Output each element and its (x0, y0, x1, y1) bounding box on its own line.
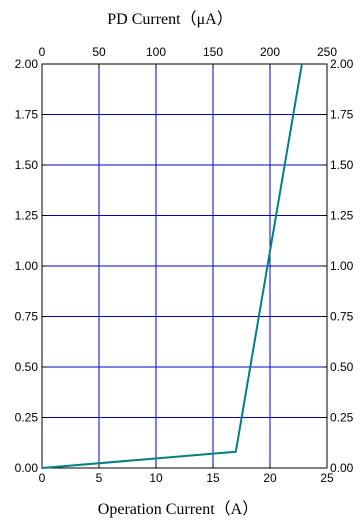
left-tick-label: 1.00 (15, 259, 39, 273)
right-tick-label: 0.50 (330, 360, 354, 374)
gridlines (42, 64, 327, 468)
top-tick-label: 50 (92, 45, 106, 59)
bottom-tick-label: 10 (149, 471, 163, 485)
bottom-axis-title: Operation Current（A） (98, 500, 258, 518)
top-axis-title: PD Current（μA） (107, 10, 232, 28)
left-tick-label: 0.50 (15, 360, 39, 374)
top-tick-label: 0 (39, 45, 46, 59)
plot-frame (41, 63, 328, 469)
right-tick-label: 1.00 (330, 259, 354, 273)
left-tick-label: 1.25 (15, 209, 39, 223)
bottom-tick-label: 25 (320, 471, 334, 485)
right-tick-label: 0.00 (330, 461, 354, 475)
bottom-tick-label: 15 (206, 471, 220, 485)
right-tick-label: 1.50 (330, 158, 354, 172)
top-tick-label: 250 (317, 45, 337, 59)
top-tick-label: 200 (260, 45, 280, 59)
right-tick-label: 2.00 (330, 57, 354, 71)
series-layer (41, 63, 303, 469)
bottom-tick-label: 5 (96, 471, 103, 485)
top-tick-label: 100 (146, 45, 166, 59)
left-tick-label: 1.50 (15, 158, 39, 172)
bottom-tick-label: 0 (39, 471, 46, 485)
right-tick-label: 0.75 (330, 310, 354, 324)
top-tick-label: 150 (203, 45, 223, 59)
left-tick-label: 2.00 (15, 57, 39, 71)
left-tick-label: 0.00 (15, 461, 39, 475)
series-line (41, 63, 303, 469)
right-tick-label: 0.25 (330, 411, 354, 425)
right-tick-label: 1.25 (330, 209, 354, 223)
left-tick-label: 0.75 (15, 310, 39, 324)
right-tick-label: 1.75 (330, 108, 354, 122)
left-tick-label: 0.25 (15, 411, 39, 425)
bottom-tick-label: 20 (263, 471, 277, 485)
left-tick-label: 1.75 (15, 108, 39, 122)
